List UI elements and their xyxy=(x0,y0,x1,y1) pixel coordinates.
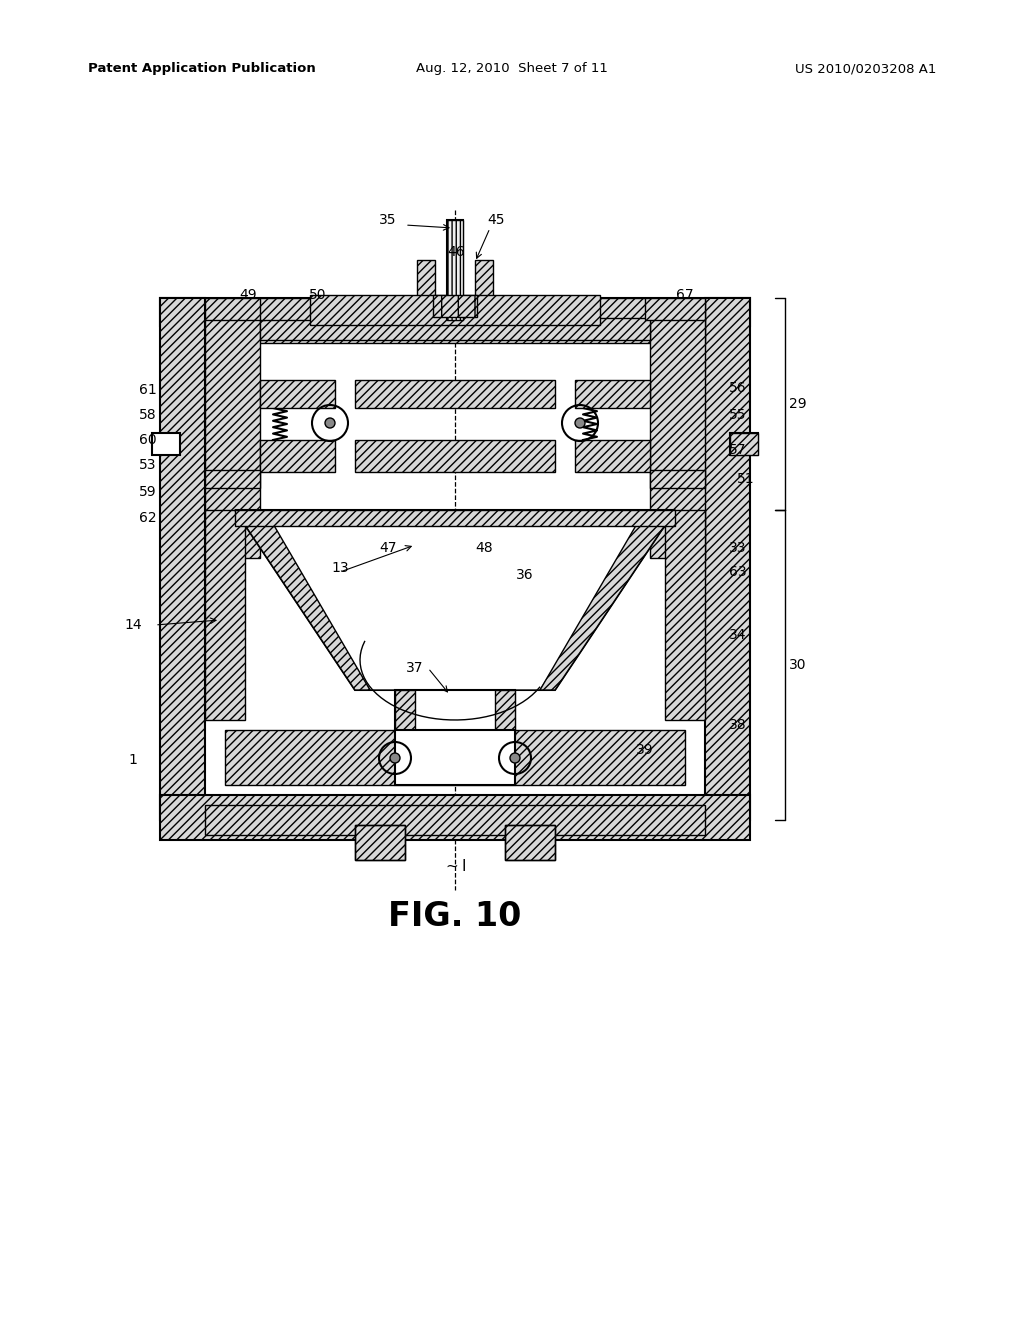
Bar xyxy=(730,433,758,455)
Bar xyxy=(310,294,600,325)
Bar xyxy=(665,510,705,719)
Text: 29: 29 xyxy=(790,397,807,411)
Bar xyxy=(205,298,705,343)
Bar xyxy=(234,510,675,525)
Bar xyxy=(260,298,340,319)
Bar xyxy=(650,470,705,488)
Text: 59: 59 xyxy=(139,484,157,499)
Text: 34: 34 xyxy=(729,628,746,642)
Text: 36: 36 xyxy=(516,568,534,582)
Text: 38: 38 xyxy=(729,718,746,733)
Bar xyxy=(260,440,335,473)
Text: 56: 56 xyxy=(729,381,746,395)
Text: 37: 37 xyxy=(407,661,424,675)
Text: 67: 67 xyxy=(676,288,694,302)
Bar xyxy=(645,298,705,319)
Text: 61: 61 xyxy=(139,383,157,397)
Bar xyxy=(650,318,705,558)
Polygon shape xyxy=(234,510,370,690)
Bar xyxy=(395,690,415,735)
Circle shape xyxy=(575,418,585,428)
Bar xyxy=(260,380,335,408)
Bar xyxy=(355,825,406,861)
Text: 46: 46 xyxy=(447,246,465,259)
Text: 57: 57 xyxy=(729,444,746,457)
Circle shape xyxy=(325,418,335,428)
Text: Patent Application Publication: Patent Application Publication xyxy=(88,62,315,75)
Bar xyxy=(225,730,685,785)
Text: 13: 13 xyxy=(331,561,349,576)
Bar xyxy=(205,298,265,319)
Text: FIG. 10: FIG. 10 xyxy=(388,900,521,933)
Bar xyxy=(433,294,477,317)
Text: 14: 14 xyxy=(124,618,141,632)
Text: 53: 53 xyxy=(139,458,157,473)
Text: 1: 1 xyxy=(129,752,137,767)
Text: 35: 35 xyxy=(379,213,396,227)
Bar xyxy=(160,795,750,840)
Bar xyxy=(152,433,180,455)
Polygon shape xyxy=(265,525,645,690)
Text: 30: 30 xyxy=(790,657,807,672)
Bar xyxy=(260,318,650,341)
Text: 47: 47 xyxy=(379,541,396,554)
Bar xyxy=(447,220,463,319)
Text: 58: 58 xyxy=(139,408,157,422)
Bar xyxy=(205,805,705,836)
Text: 39: 39 xyxy=(636,743,653,756)
Bar xyxy=(355,440,555,473)
Polygon shape xyxy=(540,510,675,690)
Bar xyxy=(205,318,260,558)
Text: 33: 33 xyxy=(729,541,746,554)
Circle shape xyxy=(510,752,520,763)
Text: 49: 49 xyxy=(240,288,257,302)
Bar xyxy=(505,825,555,861)
Text: 63: 63 xyxy=(729,565,746,579)
Text: 60: 60 xyxy=(139,433,157,447)
Circle shape xyxy=(390,752,400,763)
Text: 62: 62 xyxy=(139,511,157,525)
Bar xyxy=(575,440,650,473)
Text: 55: 55 xyxy=(729,408,746,422)
Bar xyxy=(705,298,750,820)
Text: $\sim$I: $\sim$I xyxy=(443,858,467,874)
Bar xyxy=(160,298,205,820)
Bar xyxy=(730,433,758,455)
Text: US 2010/0203208 A1: US 2010/0203208 A1 xyxy=(795,62,936,75)
Bar xyxy=(395,730,515,785)
Text: 51: 51 xyxy=(737,473,755,486)
Polygon shape xyxy=(234,510,675,690)
Bar xyxy=(447,220,463,319)
Bar xyxy=(575,380,650,408)
Bar xyxy=(495,690,515,735)
Bar xyxy=(205,470,260,488)
Text: Aug. 12, 2010  Sheet 7 of 11: Aug. 12, 2010 Sheet 7 of 11 xyxy=(416,62,608,75)
Bar xyxy=(505,825,555,861)
Bar xyxy=(205,510,245,719)
Bar xyxy=(395,690,515,735)
Text: 45: 45 xyxy=(487,213,505,227)
Text: 48: 48 xyxy=(475,541,493,554)
Bar xyxy=(475,260,493,319)
Bar xyxy=(160,298,750,326)
Bar xyxy=(355,825,406,861)
Bar xyxy=(355,380,555,408)
Bar xyxy=(417,260,435,319)
Text: 50: 50 xyxy=(309,288,327,302)
